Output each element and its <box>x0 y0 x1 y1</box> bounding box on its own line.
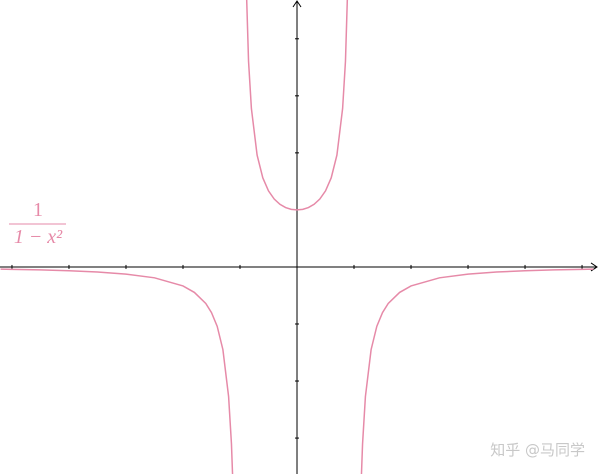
watermark: 知乎 @马同学 <box>490 441 585 459</box>
annotation-denominator: 1 − x² <box>14 226 63 248</box>
y-arrow <box>292 0 302 8</box>
annotation-numerator: 1 <box>33 199 43 221</box>
